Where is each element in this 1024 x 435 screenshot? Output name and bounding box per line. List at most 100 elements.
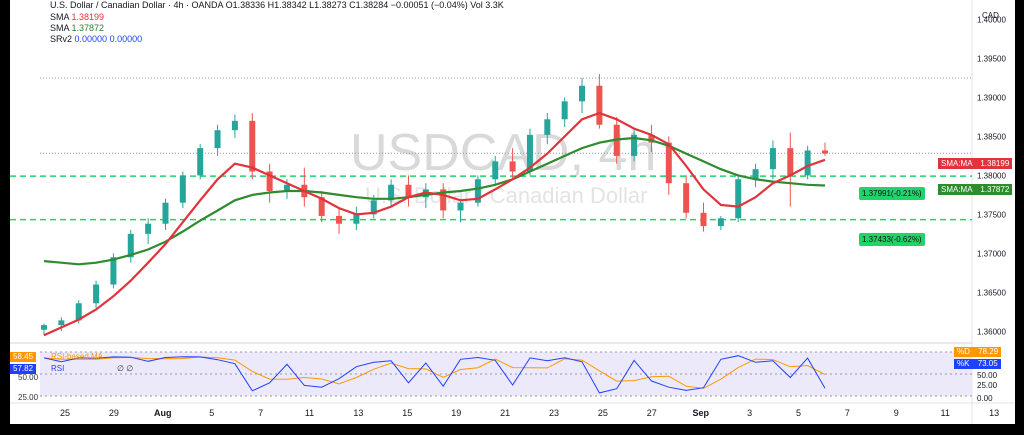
sma-slow-legend[interactable]: SMA 1.37872 xyxy=(50,23,104,34)
osc-left-label-1: 58.45 xyxy=(10,352,37,362)
candle-body[interactable] xyxy=(388,184,395,201)
time-axis-tick: 21 xyxy=(500,408,510,418)
stoch-d-value: 78.29 xyxy=(978,347,999,356)
osc-overlay-ma: RSI-based MA xyxy=(51,352,104,361)
time-axis-tick: 3 xyxy=(747,408,752,418)
candle-body[interactable] xyxy=(370,200,377,215)
candle-body[interactable] xyxy=(41,325,47,330)
watermark-symbol: USDCAD, 4h xyxy=(350,124,656,182)
price-axis-tick: 1.37000 xyxy=(977,249,1006,258)
candle-body[interactable] xyxy=(474,179,481,203)
oscillator-axis-tick: 25.00 xyxy=(977,381,998,390)
candle-body[interactable] xyxy=(561,101,568,120)
sma-fast-legend[interactable]: SMA 1.38199 xyxy=(50,12,104,23)
candle-body[interactable] xyxy=(648,134,655,143)
candle-body[interactable] xyxy=(353,214,360,224)
candle-body[interactable] xyxy=(579,85,586,102)
time-axis-tick: 5 xyxy=(796,408,801,418)
candle-body[interactable] xyxy=(249,120,256,172)
sma-slow-badge-value: 1.37872 xyxy=(980,185,1010,194)
chart-frame: CAD 1.40000 1.39500 1.39000 1.38500 1.38000 1.… xyxy=(10,0,1015,424)
srv2-legend-label: SRv2 xyxy=(50,34,73,44)
time-axis-tick: 27 xyxy=(647,408,657,418)
candle-body[interactable] xyxy=(735,179,742,219)
candle-body[interactable] xyxy=(752,169,759,180)
candle-body[interactable] xyxy=(266,171,273,191)
sma-slow-price-badge: SMA:MA 1.37872 xyxy=(938,184,1013,195)
candle-body[interactable] xyxy=(405,184,412,198)
candle-body[interactable] xyxy=(231,120,238,131)
candle-body[interactable] xyxy=(58,320,65,326)
time-axis-tick: 11 xyxy=(305,408,314,418)
time-axis-tick: Aug xyxy=(154,408,172,418)
candle-body[interactable] xyxy=(631,134,638,156)
stoch-k-value: 73.05 xyxy=(977,359,998,368)
candle-body[interactable] xyxy=(110,257,117,285)
candle-body[interactable] xyxy=(457,202,464,211)
candle-body[interactable] xyxy=(214,130,221,149)
stoch-k-label: %K xyxy=(957,359,970,368)
sma-slow-badge-label: SMA:MA xyxy=(941,185,973,194)
sma-fast-legend-label: SMA xyxy=(50,12,70,22)
sr-level-label-2: 1.37433(-0.62%) xyxy=(859,233,925,246)
candle-body[interactable] xyxy=(804,150,811,176)
time-axis-tick: 13 xyxy=(989,408,999,418)
time-axis-tick: 29 xyxy=(109,408,119,418)
candle-body[interactable] xyxy=(318,197,325,216)
time-axis-tick: 19 xyxy=(451,408,461,418)
time-axis-tick: 7 xyxy=(258,408,263,418)
sma-fast-badge-label: SMA:MA xyxy=(941,159,973,168)
candle-body[interactable] xyxy=(93,284,100,304)
time-axis-tick: 25 xyxy=(60,408,70,418)
time-axis-tick: 9 xyxy=(894,408,899,418)
candle-body[interactable] xyxy=(596,85,603,125)
price-axis-tick: 1.37500 xyxy=(977,210,1006,219)
candle-body[interactable] xyxy=(544,119,551,135)
osc-left-label-4: 25.00 xyxy=(18,393,39,402)
time-axis-tick: 13 xyxy=(353,408,363,418)
price-axis-tick: 1.38500 xyxy=(977,132,1006,141)
candle-body[interactable] xyxy=(822,150,828,154)
candle-body[interactable] xyxy=(717,218,724,227)
candle-body[interactable] xyxy=(769,148,776,170)
candle-body[interactable] xyxy=(787,148,794,176)
stoch-k-badge: %K 73.05 xyxy=(954,359,1001,369)
sma-fast-price-badge: SMA:MA 1.38199 xyxy=(938,158,1013,169)
time-axis-tick: 7 xyxy=(845,408,850,418)
candle-body[interactable] xyxy=(197,148,204,176)
srv2-legend-value-1: 0.00000 xyxy=(74,34,108,44)
candle-body[interactable] xyxy=(526,134,533,172)
candle-body[interactable] xyxy=(683,183,690,213)
sma-slow-legend-label: SMA xyxy=(50,23,70,33)
candle-body[interactable] xyxy=(440,189,447,211)
price-axis-currency: CAD xyxy=(982,11,999,20)
sma-slow-legend-value: 1.37872 xyxy=(71,23,105,33)
stoch-d-line[interactable] xyxy=(43,356,826,389)
sma-fast-line[interactable] xyxy=(43,111,826,337)
candle-body[interactable] xyxy=(127,233,134,258)
candle-body[interactable] xyxy=(179,175,186,203)
time-axis-tick: 11 xyxy=(941,408,950,418)
candle-body[interactable] xyxy=(283,184,290,191)
candle-body[interactable] xyxy=(665,142,672,184)
candle-body[interactable] xyxy=(700,212,707,227)
time-axis-tick: 25 xyxy=(598,408,608,418)
candle-body[interactable] xyxy=(145,223,152,234)
osc-overlay-rsi: RSI xyxy=(51,364,65,373)
osc-left-label-3: 50.00 xyxy=(18,373,39,382)
srv2-legend[interactable]: SRv2 0.00000 0.00000 xyxy=(50,34,142,45)
sma-fast-legend-value: 1.38199 xyxy=(71,12,105,22)
candle-body[interactable] xyxy=(162,202,169,224)
osc-left-label-2: 57.82 xyxy=(10,364,37,374)
price-axis-tick: 1.36000 xyxy=(977,327,1006,336)
candle-body[interactable] xyxy=(75,303,82,321)
stoch-d-label: %D xyxy=(957,347,970,356)
candle-body[interactable] xyxy=(509,161,516,172)
stoch-k-line[interactable] xyxy=(43,355,826,394)
candle-body[interactable] xyxy=(336,215,343,224)
price-axis-tick: 1.39000 xyxy=(977,93,1006,102)
price-axis-tick: 1.39500 xyxy=(977,54,1006,63)
candle-body[interactable] xyxy=(492,161,499,180)
price-axis-tick: 1.38000 xyxy=(977,171,1006,180)
